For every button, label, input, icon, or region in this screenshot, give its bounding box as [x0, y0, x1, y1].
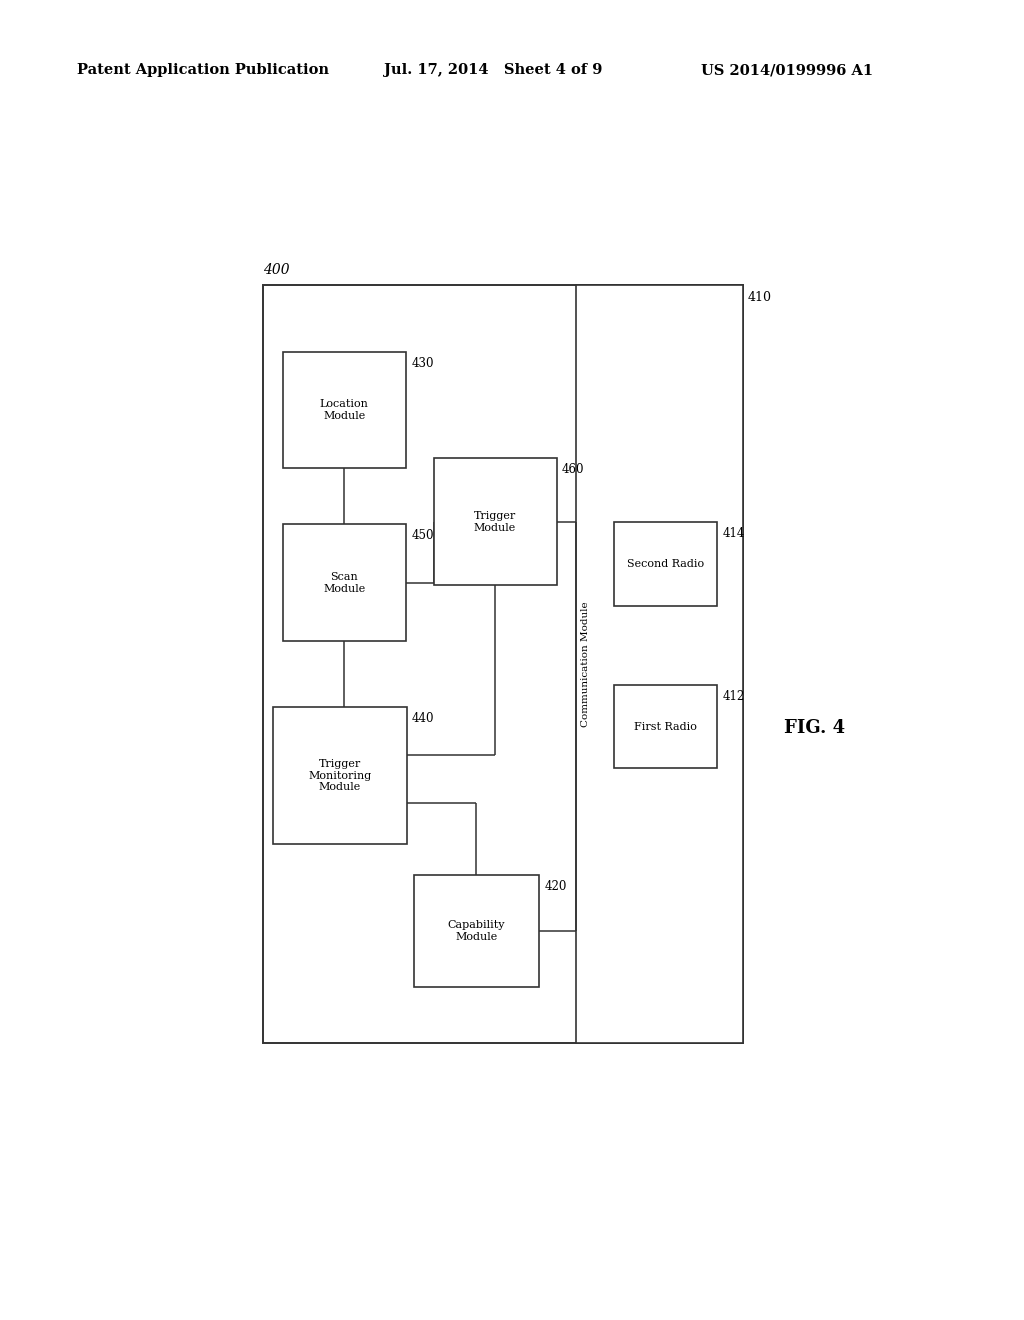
- Bar: [433, 458, 557, 585]
- Text: 450: 450: [412, 529, 434, 543]
- Text: FIG. 4: FIG. 4: [784, 718, 845, 737]
- Text: 420: 420: [545, 880, 567, 894]
- Text: Trigger
Module: Trigger Module: [474, 511, 516, 532]
- Bar: [414, 875, 539, 987]
- Bar: [613, 685, 717, 768]
- Text: Jul. 17, 2014   Sheet 4 of 9: Jul. 17, 2014 Sheet 4 of 9: [384, 63, 602, 78]
- Bar: [283, 524, 406, 642]
- Text: Trigger
Monitoring
Module: Trigger Monitoring Module: [308, 759, 372, 792]
- Text: 412: 412: [722, 690, 744, 704]
- Text: Location
Module: Location Module: [319, 399, 369, 421]
- Bar: [577, 285, 743, 1043]
- Text: 414: 414: [722, 528, 744, 540]
- Text: First Radio: First Radio: [634, 722, 696, 731]
- Text: Patent Application Publication: Patent Application Publication: [77, 63, 329, 78]
- Text: 410: 410: [748, 290, 772, 304]
- Text: 460: 460: [562, 463, 585, 477]
- Bar: [283, 351, 406, 469]
- Text: 430: 430: [412, 356, 434, 370]
- Text: Scan
Module: Scan Module: [324, 572, 366, 594]
- Text: Communication Module: Communication Module: [582, 601, 591, 727]
- Text: Capability
Module: Capability Module: [447, 920, 505, 941]
- Text: Second Radio: Second Radio: [627, 558, 703, 569]
- Text: US 2014/0199996 A1: US 2014/0199996 A1: [701, 63, 873, 78]
- Bar: [273, 708, 407, 845]
- Bar: [263, 285, 743, 1043]
- Text: 440: 440: [412, 713, 434, 725]
- Text: 400: 400: [263, 263, 290, 277]
- Bar: [613, 523, 717, 606]
